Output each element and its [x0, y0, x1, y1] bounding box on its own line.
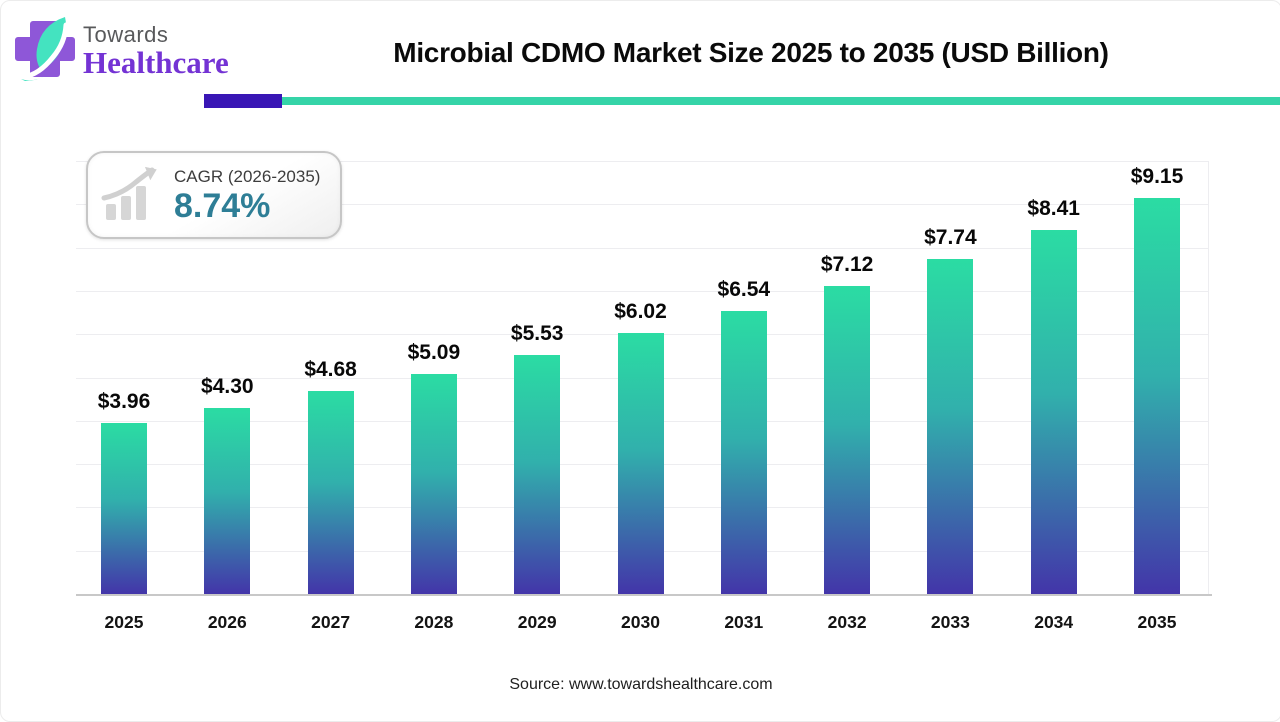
logo-brand-healthcare: Healthcare: [83, 45, 229, 80]
cagr-label: CAGR (2026-2035): [174, 167, 321, 186]
bar-2028: [410, 373, 457, 594]
x-tick-2029: 2029: [517, 612, 557, 632]
bar-2026: [204, 407, 251, 594]
bar-2035: [1134, 197, 1180, 594]
bar-2034: [1030, 229, 1077, 594]
value-label-2035: $9.15: [1130, 164, 1184, 188]
value-label-2026: $4.30: [201, 374, 254, 398]
bar-2033: [927, 258, 974, 594]
gridline: [76, 247, 1208, 249]
logo-brand-towards: Towards: [83, 22, 169, 47]
value-label-2029: $5.53: [510, 321, 564, 345]
value-label-2032: $7.12: [820, 252, 874, 276]
bar-2029: [514, 354, 561, 594]
value-label-2030: $6.02: [614, 300, 667, 324]
medical-cross-leaf-icon: [15, 17, 75, 81]
page-title: Microbial CDMO Market Size 2025 to 2035 …: [393, 37, 1109, 68]
x-tick-2026: 2026: [207, 612, 247, 632]
gridline: [76, 161, 1208, 162]
value-label-2025: $3.96: [97, 389, 151, 413]
value-label-2027: $4.68: [304, 358, 357, 382]
gridline: [76, 290, 1208, 292]
gridline: [76, 204, 1208, 206]
source-text: Source: www.towardshealthcare.com: [509, 676, 773, 693]
x-tick-2025: 2025: [104, 612, 144, 632]
bar-2030: [617, 333, 664, 594]
plot-right-border: [1208, 161, 1209, 594]
x-tick-2030: 2030: [621, 612, 660, 632]
value-label-2033: $7.74: [924, 225, 977, 249]
towards-healthcare-logo: Towards Healthcare: [13, 15, 229, 87]
x-tick-2032: 2032: [827, 612, 867, 632]
growth-chart-icon: [101, 166, 157, 220]
x-tick-2035: 2035: [1137, 612, 1177, 632]
accent-rule-teal: [282, 97, 1280, 105]
value-label-2028: $5.09: [407, 340, 461, 364]
x-tick-2031: 2031: [724, 612, 764, 632]
value-label-2031: $6.54: [717, 277, 771, 301]
bar-2032: [824, 285, 871, 594]
x-tick-2028: 2028: [414, 612, 454, 632]
bar-2031: [720, 310, 767, 594]
x-tick-2033: 2033: [930, 612, 970, 632]
value-label-2034: $8.41: [1027, 196, 1080, 220]
cagr-value: 8.74%: [174, 187, 271, 225]
bar-2027: [307, 391, 354, 594]
accent-rule-purple: [204, 94, 282, 108]
x-axis-line: [76, 594, 1212, 596]
cagr-badge: CAGR (2026-2035) 8.74%: [86, 151, 342, 239]
x-tick-2034: 2034: [1034, 612, 1074, 632]
x-tick-2027: 2027: [311, 612, 351, 632]
bar-2025: [101, 422, 147, 594]
